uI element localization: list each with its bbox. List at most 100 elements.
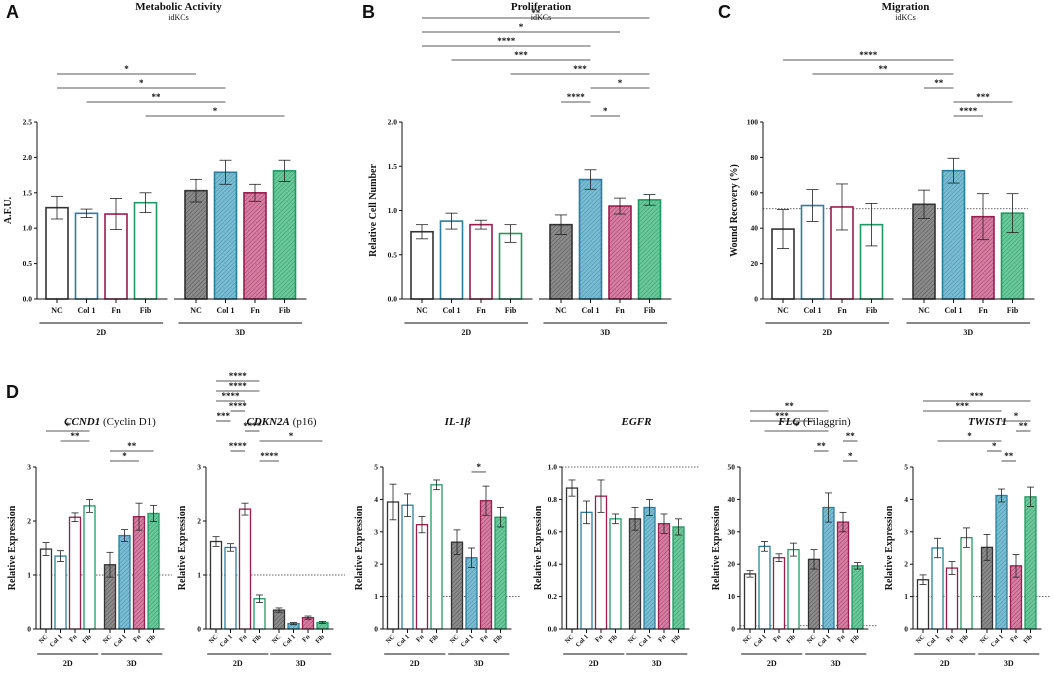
x-tick-label: Fib [1007, 306, 1019, 315]
bar [836, 521, 850, 630]
x-tick-label: Fib [1022, 633, 1034, 645]
x-tick-label: NC [777, 306, 789, 315]
bar [224, 546, 237, 630]
group-label: 2D [940, 659, 950, 668]
chart-title: Migration [882, 1, 930, 13]
x-tick-label: Fib [145, 633, 157, 645]
y-tick-label: 0 [197, 625, 201, 634]
chart-title: Metabolic Activity [135, 1, 222, 13]
x-tick-label: Fib [314, 633, 326, 645]
x-tick-label: NC [449, 633, 461, 645]
x-tick-label: Col 1 [282, 633, 297, 648]
significance-label: *** [514, 50, 528, 60]
x-tick-label: Col 1 [443, 306, 461, 315]
y-tick-label: 4 [374, 495, 378, 504]
y-tick-label: 3 [197, 463, 201, 472]
x-tick-label: Col 1 [78, 306, 96, 315]
panel-letter-b: B [362, 2, 375, 22]
gene-note: (Cyclin D1) [100, 416, 156, 428]
x-tick-label: Fn [301, 633, 312, 644]
chart-subtitle: idKCs [895, 13, 915, 22]
bar [628, 518, 642, 630]
significance-label: ** [152, 92, 162, 102]
x-tick-label: Col 1 [113, 633, 128, 648]
bar [74, 212, 99, 300]
x-tick-label: Col 1 [990, 633, 1005, 648]
y-tick-label: 1 [374, 592, 378, 601]
bar [213, 171, 238, 300]
x-tick-label: Fn [68, 633, 79, 644]
x-tick-label: Fn [657, 633, 668, 644]
gene-name: IL-1β [444, 416, 471, 428]
y-tick-label: 3 [374, 527, 378, 536]
group-label: 2D [410, 659, 420, 668]
x-tick-label: NC [385, 633, 397, 645]
x-tick-label: Fib [866, 306, 878, 315]
x-tick-label: NC [271, 633, 283, 645]
bar [184, 189, 208, 300]
group-label: 2D [767, 659, 777, 668]
x-tick-label: Fib [958, 633, 970, 645]
significance-label: ** [127, 441, 137, 451]
x-tick-label: NC [627, 633, 639, 645]
group-label: 3D [296, 659, 306, 668]
x-tick-label: Fn [1009, 633, 1020, 644]
y-tick-label: 20 [751, 259, 759, 268]
chart-title: Proliferation [511, 1, 571, 13]
significance-label: * [618, 78, 623, 88]
significance-label: **** [222, 391, 241, 401]
x-tick-label: Fib [279, 306, 291, 315]
y-tick-label: 0.5 [23, 259, 33, 268]
x-tick-label: Fib [670, 633, 682, 645]
group-label: 2D [589, 659, 599, 668]
x-tick-label: NC [915, 633, 927, 645]
y-tick-label: 2 [27, 517, 31, 526]
significance-label: **** [229, 381, 248, 391]
significance-label: * [848, 451, 853, 461]
x-tick-label: NC [979, 633, 991, 645]
y-tick-label: 1.0 [548, 463, 558, 472]
significance-label: **** [229, 441, 248, 451]
bar [238, 508, 252, 630]
bar [494, 516, 507, 630]
x-tick-label: Fib [428, 633, 440, 645]
panel-letter-d: D [6, 382, 19, 402]
bar [253, 598, 266, 630]
x-tick-label: Fib [785, 633, 797, 645]
x-tick-label: Fn [238, 633, 249, 644]
y-axis-label: Relative Cell Number [368, 164, 379, 257]
y-tick-label: 5 [904, 463, 908, 472]
y-tick-label: 2 [374, 560, 378, 569]
significance-label: ** [1004, 451, 1014, 461]
bar [580, 511, 593, 630]
significance-label: *** [976, 92, 990, 102]
bar [68, 516, 82, 630]
x-tick-label: Col 1 [49, 633, 64, 648]
x-tick-label: Col 1 [217, 306, 235, 315]
chart-ccnd1: CCND1 (Cyclin D1) 0 1 2 3 Relative Expression… [7, 416, 172, 668]
bar [83, 505, 96, 630]
y-tick-label: 0 [731, 625, 735, 634]
significance-label: * [603, 106, 608, 116]
y-axis-label: Relative Expression [354, 505, 365, 590]
bar [916, 579, 930, 630]
bar [1024, 496, 1037, 630]
x-tick-label: NC [564, 633, 576, 645]
y-axis-label: Relative Expression [711, 505, 722, 590]
gene-name: CCND1 [64, 416, 100, 428]
group-label: 3D [831, 659, 841, 668]
x-tick-label: NC [51, 306, 63, 315]
y-tick-label: 40 [751, 224, 759, 233]
gene-name: CDKN2A [247, 416, 290, 428]
x-tick-label: Fn [111, 306, 121, 315]
x-tick-label: Fn [772, 633, 783, 644]
bar [637, 199, 662, 300]
significance-label: * [139, 78, 144, 88]
y-tick-label: 0 [754, 295, 758, 304]
y-axis-label: A.F.U. [3, 196, 14, 224]
significance-label: *** [217, 411, 231, 421]
y-tick-label: 0.4 [548, 560, 558, 569]
